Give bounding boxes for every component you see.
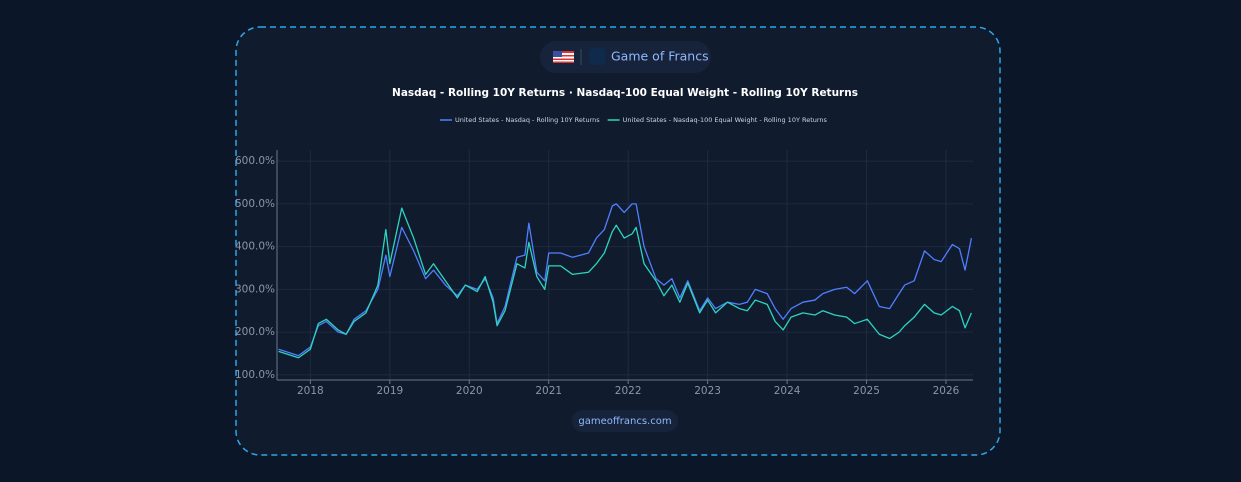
y-tick-label: 600.0% bbox=[235, 155, 275, 167]
x-tick-label: 2020 bbox=[456, 385, 483, 397]
x-tick-label: 2021 bbox=[535, 385, 562, 397]
y-tick-label: 500.0% bbox=[235, 198, 275, 210]
y-tick-label: 200.0% bbox=[235, 326, 275, 338]
brand-pill bbox=[540, 41, 711, 73]
x-tick-label: 2026 bbox=[933, 385, 960, 397]
legend-label: United States - Nasdaq - Rolling 10Y Ret… bbox=[455, 116, 600, 124]
footer-url: gameoffrancs.com bbox=[578, 416, 671, 427]
brand-icon bbox=[589, 48, 606, 65]
flag bbox=[553, 51, 574, 63]
footer-pill bbox=[572, 410, 678, 432]
legend-label: United States - Nasdaq-100 Equal Weight … bbox=[623, 116, 828, 124]
brand-name: Game of Francs bbox=[611, 49, 709, 64]
x-tick-label: 2018 bbox=[297, 385, 324, 397]
x-tick-label: 2022 bbox=[615, 385, 642, 397]
x-tick-label: 2025 bbox=[853, 385, 880, 397]
y-tick-label: 100.0% bbox=[235, 369, 275, 381]
x-tick-label: 2023 bbox=[694, 385, 721, 397]
chart-title: Nasdaq - Rolling 10Y Returns · Nasdaq-10… bbox=[392, 87, 858, 99]
x-tick-label: 2019 bbox=[376, 385, 403, 397]
line-series bbox=[278, 203, 973, 357]
line-series bbox=[278, 207, 973, 359]
card bbox=[235, 26, 1001, 456]
y-tick-label: 300.0% bbox=[235, 283, 275, 295]
y-tick-label: 400.0% bbox=[235, 241, 275, 253]
x-tick-label: 2024 bbox=[774, 385, 801, 397]
